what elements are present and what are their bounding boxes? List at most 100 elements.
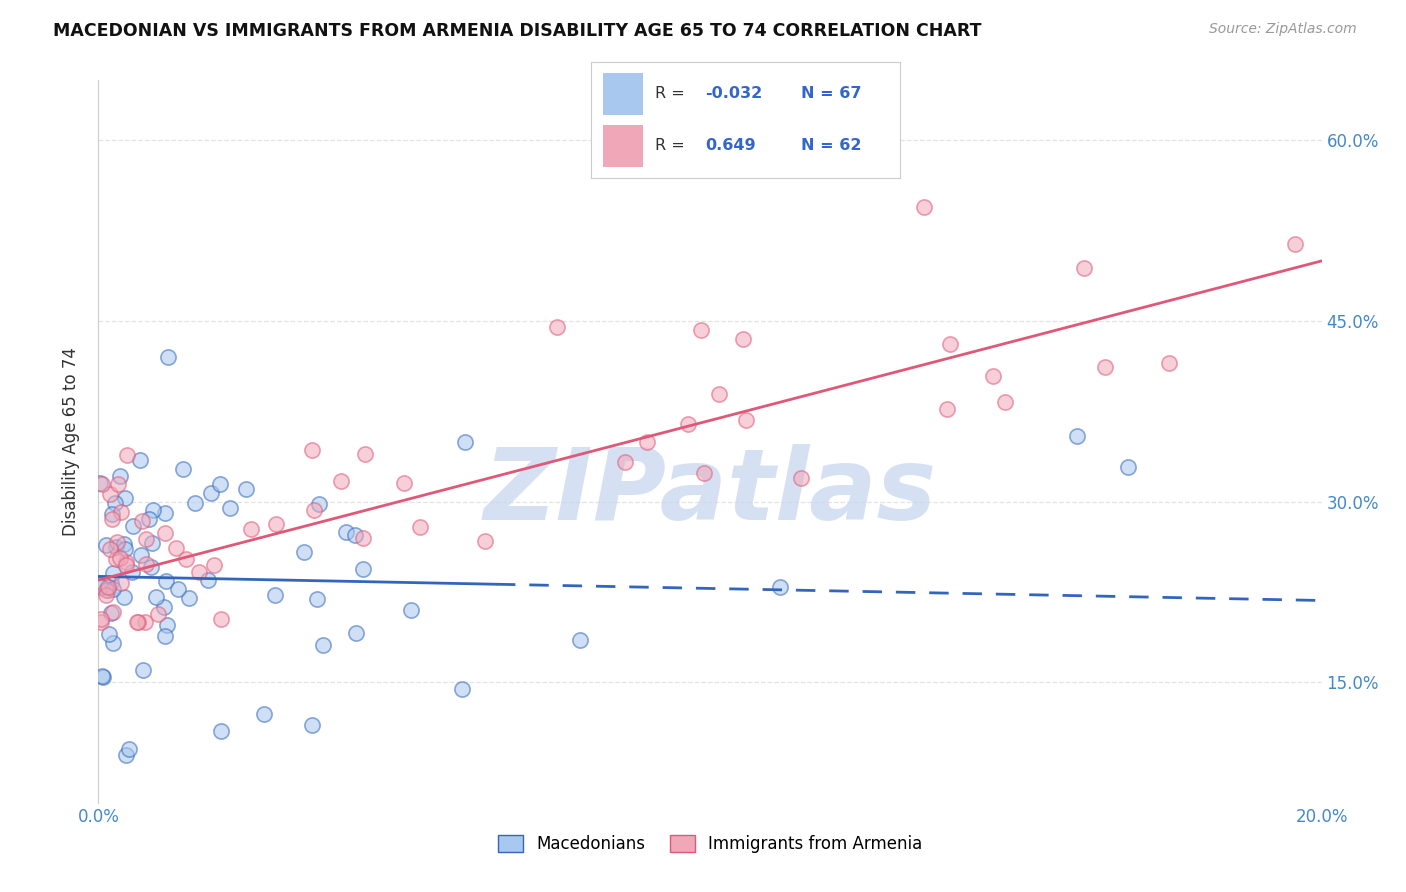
Point: [110, 576, 132, 591]
Point: [693, 466, 716, 480]
Text: R =: R =: [655, 87, 690, 102]
Point: [235, 482, 257, 496]
Point: [292, 545, 315, 559]
Point: [208, 477, 231, 491]
Point: [100, 576, 122, 591]
Point: [253, 707, 276, 722]
Point: [263, 588, 285, 602]
Y-axis label: Disability Age 65 to 74: Disability Age 65 to 74: [62, 347, 80, 536]
Text: N = 67: N = 67: [801, 87, 862, 102]
Point: [134, 615, 156, 630]
Point: [218, 500, 240, 515]
Text: 0.649: 0.649: [704, 138, 755, 153]
Point: [129, 549, 152, 563]
Point: [636, 435, 658, 450]
Point: [474, 534, 496, 549]
Point: [146, 607, 169, 622]
Point: [264, 517, 287, 532]
Point: [312, 639, 335, 653]
Point: [197, 573, 219, 587]
Point: [994, 395, 1017, 409]
Text: N = 62: N = 62: [801, 138, 862, 153]
Point: [90, 615, 112, 630]
Point: [352, 531, 374, 545]
Point: [209, 723, 232, 738]
Point: [200, 485, 222, 500]
FancyBboxPatch shape: [603, 125, 643, 167]
Point: [112, 590, 135, 604]
Point: [156, 618, 179, 632]
Point: [115, 448, 138, 462]
Point: [344, 626, 367, 640]
Point: [141, 559, 163, 574]
Point: [103, 566, 125, 581]
Point: [97, 583, 120, 598]
Point: [145, 590, 167, 604]
Point: [399, 602, 422, 616]
Point: [100, 606, 122, 620]
Point: [97, 580, 120, 594]
Point: [112, 536, 135, 550]
Point: [165, 541, 187, 555]
Point: [302, 503, 325, 517]
Point: [101, 605, 124, 619]
Point: [454, 434, 477, 449]
Text: Source: ZipAtlas.com: Source: ZipAtlas.com: [1209, 22, 1357, 37]
Point: [690, 323, 713, 337]
Point: [1073, 261, 1095, 276]
Point: [981, 369, 1004, 384]
Point: [121, 566, 143, 580]
Point: [115, 558, 138, 572]
Point: [676, 417, 699, 431]
Point: [155, 629, 177, 643]
Point: [104, 496, 127, 510]
Text: -0.032: -0.032: [704, 87, 762, 102]
Point: [89, 475, 111, 490]
Point: [240, 523, 263, 537]
Point: [138, 512, 160, 526]
Point: [1066, 428, 1088, 442]
Point: [353, 447, 375, 461]
Text: ZIPatlas: ZIPatlas: [484, 443, 936, 541]
Point: [155, 526, 177, 541]
Point: [121, 519, 143, 533]
Point: [153, 599, 176, 614]
Point: [129, 453, 152, 467]
Point: [733, 332, 755, 346]
Point: [131, 514, 153, 528]
Point: [107, 476, 129, 491]
Point: [132, 664, 155, 678]
Point: [90, 476, 112, 491]
Point: [188, 566, 211, 580]
Point: [94, 538, 117, 552]
Point: [301, 717, 323, 731]
Point: [127, 615, 149, 630]
Point: [308, 497, 330, 511]
Point: [352, 562, 374, 576]
Point: [184, 496, 207, 510]
Point: [409, 519, 432, 533]
Point: [101, 508, 124, 522]
Point: [392, 476, 416, 491]
Point: [1094, 360, 1116, 375]
Point: [91, 670, 114, 684]
Point: [93, 576, 115, 591]
Point: [935, 402, 957, 417]
Point: [546, 320, 568, 334]
Point: [115, 555, 138, 569]
Point: [98, 627, 121, 641]
Point: [100, 486, 122, 500]
Point: [105, 535, 128, 549]
Point: [607, 115, 630, 129]
FancyBboxPatch shape: [603, 73, 643, 114]
Point: [305, 591, 328, 606]
Point: [90, 612, 112, 626]
Point: [101, 636, 124, 650]
Point: [108, 551, 131, 566]
Point: [155, 574, 177, 588]
Point: [172, 462, 194, 476]
Point: [101, 512, 124, 526]
Point: [114, 491, 136, 505]
Point: [105, 552, 128, 566]
Point: [94, 588, 117, 602]
